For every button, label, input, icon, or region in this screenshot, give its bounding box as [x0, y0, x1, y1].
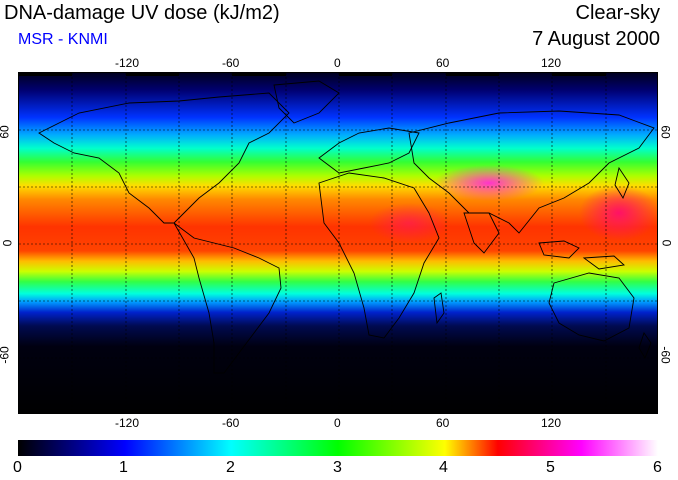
lon-tick-top: 60: [436, 56, 450, 70]
frame-ticks: [19, 73, 606, 413]
sky-condition-label: Clear-sky: [575, 2, 660, 24]
lon-tick-bottom: -120: [115, 416, 140, 430]
colorbar: [18, 440, 658, 456]
page-title: DNA-damage UV dose (kJ/m2): [4, 2, 280, 24]
lon-tick-top: -120: [115, 56, 140, 70]
colorbar-label: 1: [119, 459, 128, 476]
colorbar-label: 6: [653, 459, 662, 476]
lon-tick-top: 0: [334, 56, 341, 70]
pacific-hotspot: [579, 185, 657, 241]
lat-tick-left: 0: [0, 239, 15, 247]
graticule: [19, 73, 657, 413]
uv-dose-map-svg: [19, 73, 657, 413]
lat-tick-right: 0: [659, 239, 674, 247]
uv-dose-map: [18, 72, 658, 414]
colorbar-label: 0: [13, 459, 22, 476]
tibet-hotspot: [434, 165, 544, 201]
lon-tick-bottom: 120: [541, 416, 562, 430]
source-label: MSR - KNMI: [18, 31, 108, 48]
lon-tick-top: 120: [541, 56, 562, 70]
lat-tick-right: -60: [658, 346, 673, 364]
lon-tick-bottom: 0: [334, 416, 341, 430]
lat-tick-right: 60: [658, 125, 673, 139]
lon-tick-top: -60: [222, 56, 240, 70]
lat-tick-left: 60: [0, 125, 12, 139]
date-label: 7 August 2000: [532, 28, 660, 50]
lon-tick-bottom: -60: [222, 416, 240, 430]
lon-tick-bottom: 60: [436, 416, 450, 430]
colorbar-gradient: [18, 440, 658, 456]
uv-dose-field: [19, 73, 657, 413]
colorbar-label: 3: [333, 459, 342, 476]
lat-tick-left: -60: [0, 346, 12, 364]
colorbar-label: 4: [439, 459, 448, 476]
colorbar-label: 2: [226, 459, 235, 476]
arabia-hotspot: [369, 203, 449, 243]
colorbar-label: 5: [546, 459, 555, 476]
